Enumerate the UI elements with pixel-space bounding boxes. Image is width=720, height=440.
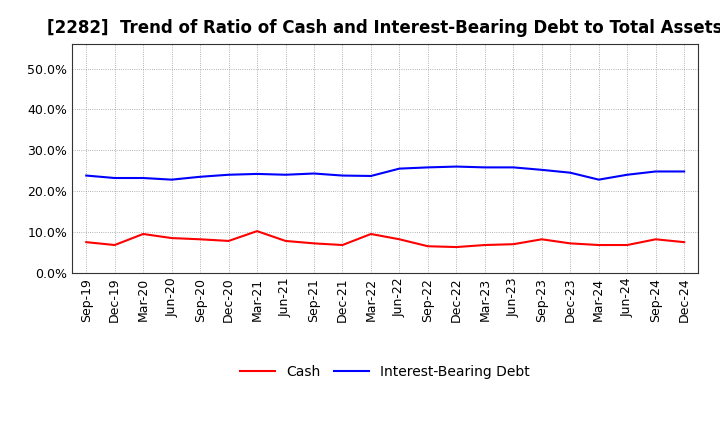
Cash bbox=[595, 242, 603, 248]
Cash bbox=[623, 242, 631, 248]
Interest-Bearing Debt bbox=[167, 177, 176, 182]
Cash bbox=[253, 228, 261, 234]
Cash bbox=[310, 241, 318, 246]
Interest-Bearing Debt bbox=[509, 165, 518, 170]
Cash bbox=[82, 239, 91, 245]
Interest-Bearing Debt bbox=[452, 164, 461, 169]
Line: Interest-Bearing Debt: Interest-Bearing Debt bbox=[86, 167, 684, 180]
Cash bbox=[566, 241, 575, 246]
Cash bbox=[196, 237, 204, 242]
Title: [2282]  Trend of Ratio of Cash and Interest-Bearing Debt to Total Assets: [2282] Trend of Ratio of Cash and Intere… bbox=[48, 19, 720, 37]
Interest-Bearing Debt bbox=[225, 172, 233, 177]
Cash bbox=[338, 242, 347, 248]
Interest-Bearing Debt bbox=[395, 166, 404, 171]
Interest-Bearing Debt bbox=[253, 171, 261, 176]
Interest-Bearing Debt bbox=[480, 165, 489, 170]
Interest-Bearing Debt bbox=[366, 173, 375, 179]
Cash bbox=[480, 242, 489, 248]
Interest-Bearing Debt bbox=[423, 165, 432, 170]
Cash bbox=[395, 237, 404, 242]
Interest-Bearing Debt bbox=[595, 177, 603, 182]
Interest-Bearing Debt bbox=[652, 169, 660, 174]
Interest-Bearing Debt bbox=[623, 172, 631, 177]
Interest-Bearing Debt bbox=[196, 174, 204, 180]
Interest-Bearing Debt bbox=[139, 176, 148, 181]
Cash bbox=[452, 244, 461, 249]
Cash bbox=[537, 237, 546, 242]
Cash bbox=[167, 235, 176, 241]
Interest-Bearing Debt bbox=[537, 167, 546, 172]
Interest-Bearing Debt bbox=[110, 176, 119, 181]
Cash bbox=[680, 239, 688, 245]
Cash bbox=[282, 238, 290, 244]
Line: Cash: Cash bbox=[86, 231, 684, 247]
Cash bbox=[366, 231, 375, 237]
Cash bbox=[110, 242, 119, 248]
Cash bbox=[509, 242, 518, 247]
Cash bbox=[423, 244, 432, 249]
Interest-Bearing Debt bbox=[282, 172, 290, 177]
Interest-Bearing Debt bbox=[680, 169, 688, 174]
Cash bbox=[139, 231, 148, 237]
Legend: Cash, Interest-Bearing Debt: Cash, Interest-Bearing Debt bbox=[235, 360, 536, 385]
Interest-Bearing Debt bbox=[566, 170, 575, 175]
Cash bbox=[225, 238, 233, 244]
Interest-Bearing Debt bbox=[310, 171, 318, 176]
Interest-Bearing Debt bbox=[338, 173, 347, 178]
Interest-Bearing Debt bbox=[82, 173, 91, 178]
Cash bbox=[652, 237, 660, 242]
